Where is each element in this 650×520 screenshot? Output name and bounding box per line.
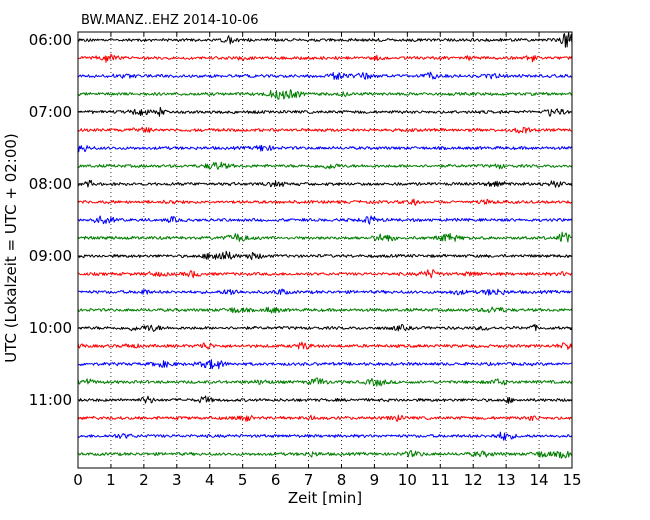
- trace-0900: [77, 250, 573, 261]
- plot-frame: [77, 31, 573, 469]
- trace-0700: [77, 106, 573, 117]
- y-tick-label: 11:00: [29, 391, 72, 409]
- y-tick-label: 06:00: [29, 31, 72, 49]
- trace-0915: [77, 269, 573, 279]
- trace-0645: [77, 89, 573, 100]
- x-tick-label: 11: [431, 471, 450, 489]
- x-axis-label: Zeit [min]: [288, 489, 362, 507]
- x-tick-label: 1: [106, 471, 116, 489]
- trace-0800: [77, 179, 573, 188]
- x-tick-label: 0: [73, 471, 83, 489]
- trace-1030: [77, 359, 573, 370]
- x-axis: 0 1 2 3 4 5 6 7 8 9 10 11 12 13 14 15: [73, 32, 582, 489]
- trace-0715: [77, 126, 573, 134]
- trace-0930: [77, 288, 573, 296]
- x-tick-label: 2: [139, 471, 149, 489]
- trace-1130: [77, 431, 573, 441]
- x-tick-label: 7: [304, 471, 314, 489]
- trace-0730: [77, 144, 573, 153]
- x-tick-label: 15: [562, 471, 581, 489]
- trace-0945: [77, 306, 573, 314]
- x-tick-label: 5: [238, 471, 248, 489]
- x-tick-label: 10: [398, 471, 417, 489]
- x-tick-label: 4: [205, 471, 215, 489]
- x-tick-label: 14: [530, 471, 549, 489]
- trace-1115: [77, 414, 573, 422]
- x-tick-label: 8: [337, 471, 347, 489]
- seismogram-traces: [77, 32, 573, 459]
- vertical-grid: [110, 32, 540, 468]
- y-axis: 06:00 07:00 08:00 09:00 10:00 11:00: [29, 31, 572, 409]
- trace-0745: [77, 161, 573, 170]
- x-tick-label: 6: [271, 471, 281, 489]
- y-tick-label: 08:00: [29, 175, 72, 193]
- trace-0600: [77, 32, 573, 48]
- trace-0615: [77, 53, 573, 63]
- trace-0845: [77, 231, 573, 243]
- y-tick-label: 10:00: [29, 319, 72, 337]
- trace-0815: [77, 198, 573, 206]
- trace-1015: [77, 341, 573, 350]
- y-tick-label: 09:00: [29, 247, 72, 265]
- trace-1145: [78, 450, 573, 459]
- x-tick-label: 13: [497, 471, 516, 489]
- y-axis-label: UTC (Lokalzeit = UTC + 02:00): [2, 133, 20, 363]
- y-tick-label: 07:00: [29, 103, 72, 121]
- x-tick-label: 9: [370, 471, 380, 489]
- chart-title: BW.MANZ..EHZ 2014-10-06: [81, 13, 259, 28]
- x-tick-label: 12: [464, 471, 483, 489]
- trace-1100: [77, 395, 573, 404]
- trace-0830: [77, 215, 573, 225]
- trace-0630: [77, 71, 573, 80]
- trace-1045: [77, 377, 573, 387]
- x-tick-label: 3: [172, 471, 182, 489]
- trace-1000: [77, 323, 573, 333]
